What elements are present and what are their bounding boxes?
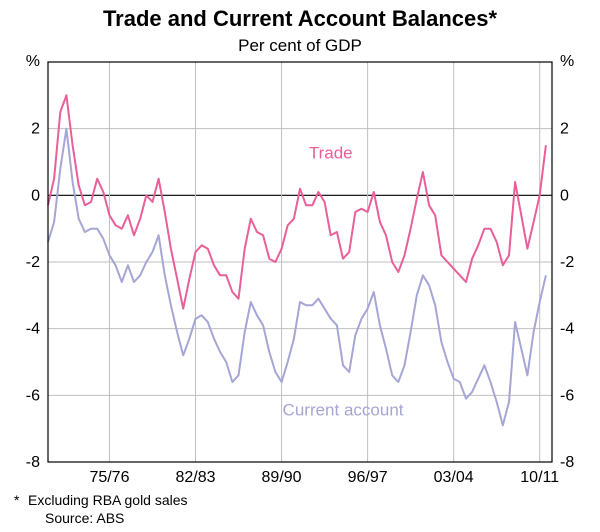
y-tick-left: 2 <box>31 121 40 138</box>
footnote-star: * <box>14 492 19 508</box>
y-tick-left: 0 <box>31 187 40 204</box>
x-tick: 96/97 <box>348 469 388 486</box>
source-text: Source: ABS <box>45 510 124 526</box>
y-tick-right: -6 <box>560 387 574 404</box>
y-tick-right: -2 <box>560 254 574 271</box>
y-tick-left: -6 <box>26 387 40 404</box>
y-tick-left: -4 <box>26 321 40 338</box>
y-tick-right: -8 <box>560 454 574 471</box>
x-tick: 89/90 <box>262 469 302 486</box>
series-current-account-label: Current account <box>283 400 404 419</box>
series-trade-label: Trade <box>309 144 353 163</box>
y-tick-right: 0 <box>560 187 569 204</box>
x-tick: 10/11 <box>520 469 559 486</box>
footnote-text: Excluding RBA gold sales <box>28 492 188 508</box>
y-unit-right: % <box>560 53 574 70</box>
chart-plot: Current account Trade -8 -8 -6 -6 -4 -4 -2 -2 0 0 2 2… <box>0 0 600 532</box>
y-unit-left: % <box>26 53 40 70</box>
y-tick-right: 2 <box>560 121 569 138</box>
y-tick-left: -2 <box>26 254 40 271</box>
y-tick-left: -8 <box>26 454 40 471</box>
y-tick-right: -4 <box>560 321 574 338</box>
x-tick: 03/04 <box>434 469 474 486</box>
x-tick: 82/83 <box>175 469 215 486</box>
x-tick: 75/76 <box>89 469 129 486</box>
